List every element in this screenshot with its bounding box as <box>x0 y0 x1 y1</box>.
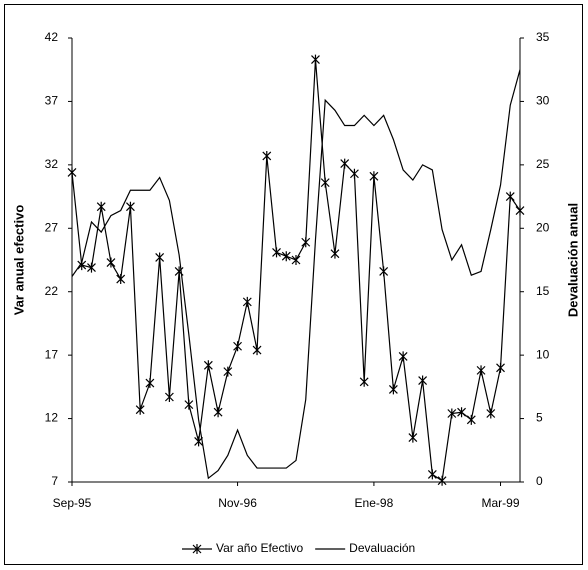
marker <box>350 168 359 179</box>
marker <box>369 171 379 182</box>
marker <box>437 475 447 486</box>
x-tick-label: Ene-98 <box>355 496 394 510</box>
y-tick-label: 22 <box>45 284 59 298</box>
y2-tick-label: 35 <box>536 30 550 44</box>
marker <box>476 365 486 376</box>
marker <box>192 544 202 554</box>
y2-tick-label: 5 <box>536 411 543 425</box>
marker <box>106 257 116 268</box>
y-tick-label: 12 <box>45 411 59 425</box>
y2-axis-title: Devaluación anual <box>565 203 580 317</box>
marker <box>96 201 106 212</box>
marker <box>311 54 320 65</box>
marker <box>320 177 330 188</box>
y-tick-label: 32 <box>45 157 59 171</box>
series-line <box>71 69 521 480</box>
y-tick-label: 7 <box>51 474 58 488</box>
marker <box>242 296 252 307</box>
marker <box>418 375 428 386</box>
marker <box>272 247 281 258</box>
marker <box>67 167 77 178</box>
marker <box>262 150 272 161</box>
legend-label: Var año Efectivo <box>216 541 303 555</box>
y2-tick-label: 15 <box>536 284 550 298</box>
y2-tick-label: 25 <box>536 157 550 171</box>
marker <box>427 469 437 480</box>
marker <box>223 366 233 377</box>
marker <box>496 362 505 373</box>
marker <box>233 341 242 352</box>
y2-tick-label: 30 <box>536 94 550 108</box>
marker <box>252 345 262 356</box>
marker <box>340 158 350 169</box>
y-tick-label: 17 <box>45 347 59 361</box>
marker <box>379 266 389 277</box>
marker <box>203 360 213 371</box>
y-tick-label: 27 <box>45 220 59 234</box>
marker <box>408 432 418 443</box>
marker <box>457 407 466 418</box>
marker <box>281 251 291 262</box>
marker <box>87 262 96 273</box>
y2-tick-label: 10 <box>536 347 550 361</box>
marker <box>164 392 174 403</box>
x-tick-label: Sep-95 <box>53 496 92 510</box>
marker <box>505 191 515 202</box>
marker <box>466 414 476 425</box>
y-tick-label: 42 <box>45 30 59 44</box>
legend-label: Devaluación <box>349 541 415 555</box>
marker <box>116 274 126 285</box>
marker <box>135 404 145 415</box>
marker <box>398 351 408 362</box>
marker <box>184 399 194 410</box>
x-tick-label: Mar-99 <box>482 496 520 510</box>
y2-tick-label: 0 <box>536 474 543 488</box>
marker <box>301 237 311 248</box>
marker <box>388 384 398 395</box>
y2-tick-label: 20 <box>536 220 550 234</box>
marker <box>515 205 525 216</box>
marker <box>447 408 457 419</box>
y-tick-label: 37 <box>45 94 59 108</box>
chart-frame <box>4 4 583 565</box>
marker <box>486 408 496 419</box>
marker <box>145 378 155 389</box>
marker <box>359 376 369 387</box>
series-line <box>71 59 521 482</box>
x-tick-label: Nov-96 <box>218 496 257 510</box>
y-axis-title: Var anual efectivo <box>11 205 26 316</box>
marker <box>126 201 135 212</box>
marker <box>213 407 223 418</box>
marker <box>330 248 340 259</box>
marker <box>155 252 165 263</box>
marker <box>291 255 301 265</box>
